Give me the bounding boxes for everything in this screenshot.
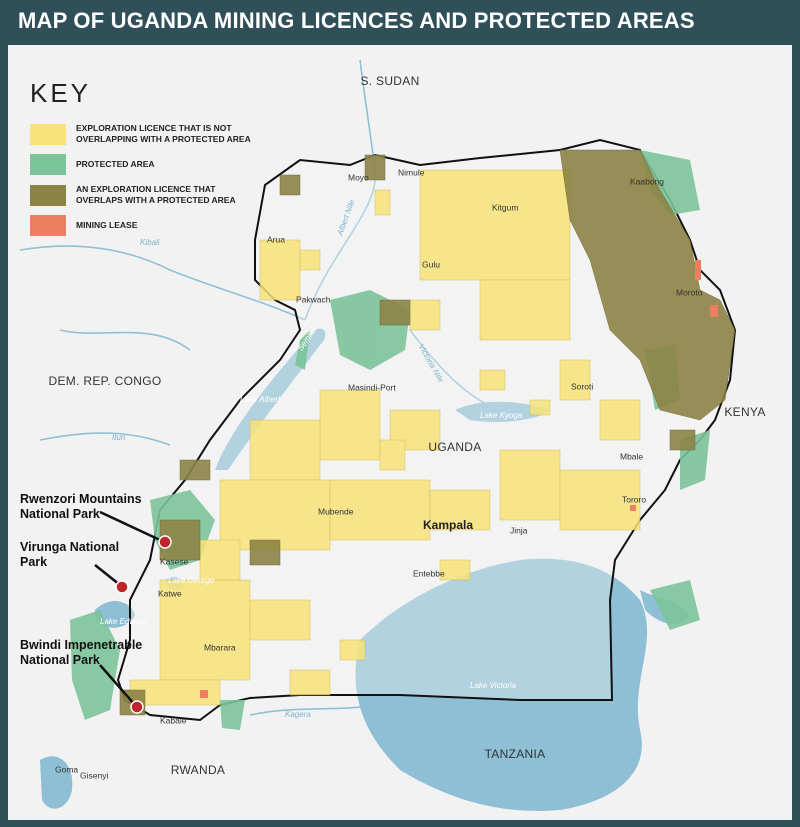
place-label: Soroti bbox=[571, 381, 593, 391]
place-label: Goma bbox=[55, 764, 78, 774]
rivers bbox=[19, 59, 501, 716]
place-label: Jinja bbox=[510, 525, 528, 535]
country-label: DEM. REP. CONGO bbox=[49, 374, 162, 388]
place-label: Mubende bbox=[318, 506, 354, 516]
water-label: Ituri bbox=[112, 433, 126, 442]
key-swatch bbox=[30, 184, 66, 206]
key-item: MINING LEASE bbox=[30, 215, 270, 236]
place-label: Katwe bbox=[158, 588, 182, 598]
park-pointers bbox=[94, 510, 161, 706]
water-label: Lake Kyoga bbox=[480, 411, 523, 420]
overlapping-licences bbox=[119, 149, 736, 716]
water-label: Lake Victoria bbox=[470, 681, 517, 690]
country-label: KENYA bbox=[724, 405, 765, 419]
water-label: Lake George bbox=[168, 576, 215, 585]
key-swatch bbox=[30, 123, 66, 145]
key-title: KEY bbox=[30, 78, 92, 108]
key-swatch bbox=[30, 154, 66, 175]
key-label: EXPLORATION LICENCE THAT IS NOT OVERLAPP… bbox=[76, 123, 251, 144]
park-markers bbox=[115, 535, 172, 714]
place-label: Tororo bbox=[622, 494, 646, 504]
place-label: Gulu bbox=[422, 259, 440, 269]
water-label: Kagera bbox=[285, 710, 311, 719]
key-swatch bbox=[30, 215, 66, 236]
country-label: TANZANIA bbox=[485, 747, 546, 761]
place-label: Mbarara bbox=[204, 642, 236, 652]
park-annotation: Virunga National Park bbox=[20, 540, 120, 569]
country-label: RWANDA bbox=[171, 763, 225, 777]
place-label: Arua bbox=[267, 234, 285, 244]
park-annotation: Bwindi Impenetrable National Park bbox=[20, 638, 143, 667]
place-label: Entebbe bbox=[413, 568, 445, 578]
key-label: MINING LEASE bbox=[76, 220, 138, 230]
map: S. SUDAN DEM. REP. CONGO KENYA UGANDA RW… bbox=[8, 45, 792, 820]
key-item: PROTECTED AREA bbox=[30, 154, 270, 175]
place-label: Gisenyi bbox=[80, 770, 108, 780]
place-label: Kitgum bbox=[492, 202, 518, 212]
place-label: Nimule bbox=[398, 167, 425, 177]
mining-leases bbox=[200, 260, 718, 698]
key-label: AN EXPLORATION LICENCE THAT OVERLAPS WIT… bbox=[76, 184, 236, 205]
place-label: Moyo bbox=[348, 172, 369, 182]
key-item: AN EXPLORATION LICENCE THAT OVERLAPS WIT… bbox=[30, 184, 270, 206]
key: KEY EXPLORATION LICENCE THAT IS NOT OVER… bbox=[30, 78, 270, 245]
place-label: Pakwach bbox=[296, 294, 331, 304]
key-label: PROTECTED AREA bbox=[76, 159, 155, 169]
licences bbox=[129, 169, 641, 706]
place-label: Moroto bbox=[676, 287, 703, 297]
map-title: MAP OF UGANDA MINING LICENCES AND PROTEC… bbox=[18, 8, 695, 33]
country-label: S. SUDAN bbox=[360, 74, 419, 88]
water-label: Lake Edward bbox=[100, 617, 147, 626]
place-label: Kabale bbox=[160, 715, 187, 725]
park-annotation: Rwenzori Mountains National Park bbox=[20, 492, 142, 521]
place-label: Kasese bbox=[160, 556, 189, 566]
water-label: Kibali bbox=[140, 238, 160, 247]
place-label: Mbale bbox=[620, 451, 643, 461]
place-label: Kaabong bbox=[630, 176, 664, 186]
key-item: EXPLORATION LICENCE THAT IS NOT OVERLAPP… bbox=[30, 123, 270, 145]
place-label: Masindi-Port bbox=[348, 382, 396, 392]
water-label: Lake Albert bbox=[240, 395, 281, 404]
place-label: Kampala bbox=[423, 518, 473, 532]
country-label: UGANDA bbox=[428, 440, 481, 454]
key-list: EXPLORATION LICENCE THAT IS NOT OVERLAPP… bbox=[30, 123, 270, 236]
